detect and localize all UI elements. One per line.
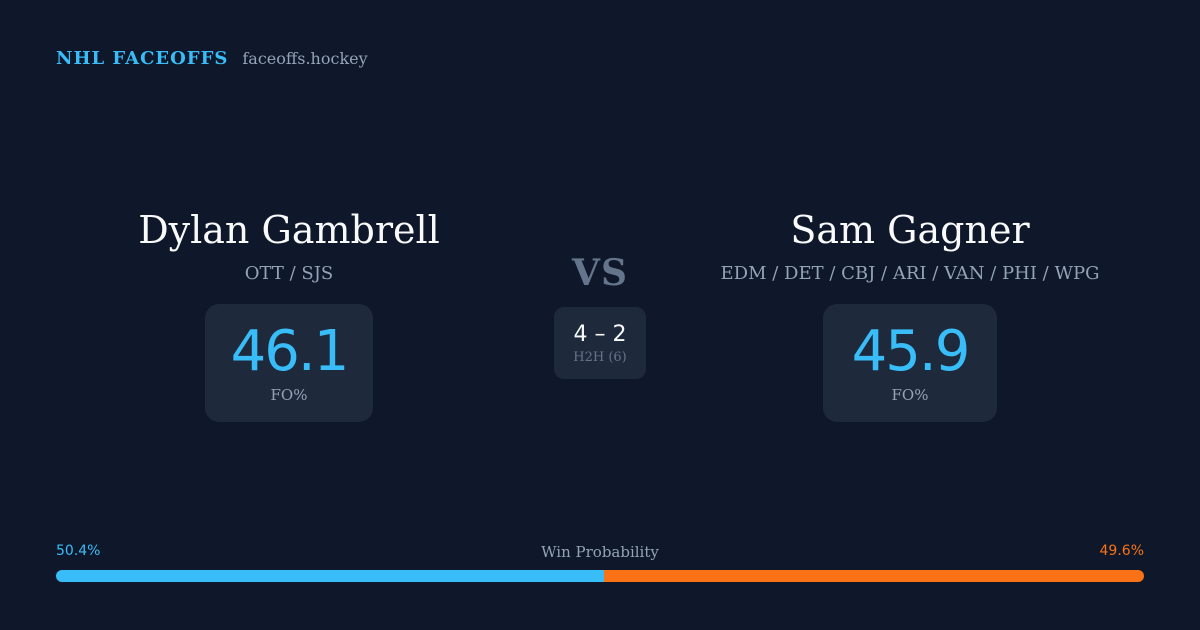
win-probability-labels: 50.4% Win Probability 49.6%	[56, 543, 1144, 563]
win-probability-right-value: 49.6%	[1099, 543, 1144, 559]
win-probability-bar-left	[56, 570, 605, 582]
win-probability-bar-right	[604, 570, 1144, 582]
player-right-teams: EDM / DET / CBJ / ARI / VAN / PHI / WPG	[720, 263, 1100, 284]
h2h-card: 4 – 2 H2H (6)	[554, 307, 646, 379]
win-probability-left-value: 50.4%	[56, 543, 101, 559]
brand-header: NHL FACEOFFS faceoffs.hockey	[56, 48, 368, 69]
player-left-fo-label: FO%	[270, 386, 308, 404]
player-right-fo-label: FO%	[891, 386, 929, 404]
vs-label: VS	[572, 252, 628, 294]
player-left-teams: OTT / SJS	[244, 263, 334, 284]
player-right-stat-card: 45.9 FO%	[823, 304, 997, 422]
h2h-score: 4 – 2	[573, 321, 627, 347]
h2h-label: H2H (6)	[573, 349, 627, 365]
brand-domain: faceoffs.hockey	[242, 49, 368, 68]
player-left-fo-value: 46.1	[230, 319, 350, 384]
player-right-panel: Sam Gagner EDM / DET / CBJ / ARI / VAN /…	[660, 202, 1160, 422]
player-left-name: Dylan Gambrell	[138, 208, 440, 252]
win-probability-bar	[56, 570, 1144, 582]
player-left-panel: Dylan Gambrell OTT / SJS 46.1 FO%	[89, 202, 489, 422]
player-right-fo-value: 45.9	[851, 319, 971, 384]
win-probability-title: Win Probability	[541, 543, 659, 561]
player-left-stat-card: 46.1 FO%	[205, 304, 373, 422]
brand-name: NHL FACEOFFS	[56, 48, 229, 69]
player-right-name: Sam Gagner	[790, 208, 1030, 252]
